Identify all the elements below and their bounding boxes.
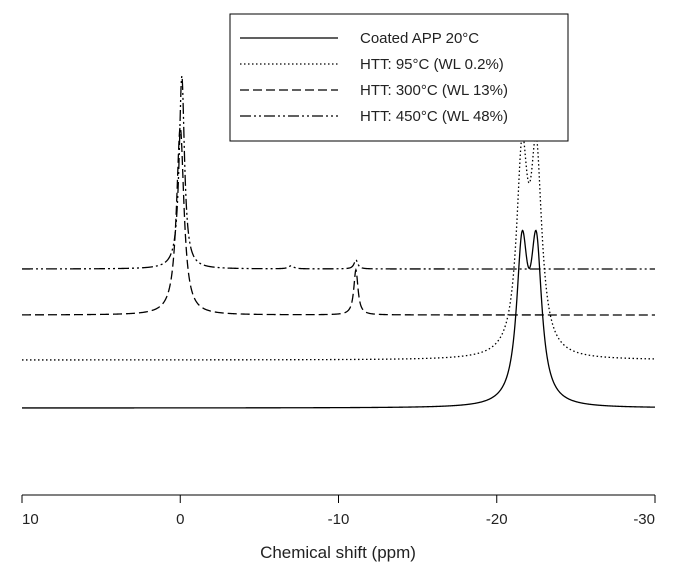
series-line-2 bbox=[22, 134, 655, 361]
legend-label: Coated APP 20°C bbox=[360, 30, 479, 47]
x-tick-label: -20 bbox=[486, 511, 508, 528]
series-line-3 bbox=[22, 124, 655, 316]
legend-item: HTT: 450°C (WL 48%) bbox=[240, 108, 508, 125]
x-tick-label: 0 bbox=[176, 511, 184, 528]
x-tick-label: -30 bbox=[633, 511, 655, 528]
legend: Coated APP 20°C HTT: 95°C (WL 0.2%) HTT: 3… bbox=[229, 13, 569, 142]
x-tick-label: 10 bbox=[22, 511, 39, 528]
legend-label: HTT: 300°C (WL 13%) bbox=[360, 82, 508, 99]
x-tick-label: -10 bbox=[328, 511, 350, 528]
legend-item: HTT: 95°C (WL 0.2%) bbox=[240, 56, 504, 73]
legend-item: HTT: 300°C (WL 13%) bbox=[240, 82, 508, 99]
legend-label: HTT: 450°C (WL 48%) bbox=[360, 108, 508, 125]
legend-label: HTT: 95°C (WL 0.2%) bbox=[360, 56, 504, 73]
legend-box bbox=[229, 13, 569, 142]
plot-lines bbox=[22, 75, 656, 409]
x-axis: 10 0 -10 -20 -30 bbox=[21, 494, 656, 528]
legend-item: Coated APP 20°C bbox=[240, 30, 479, 47]
series-line-1 bbox=[22, 229, 656, 409]
series-line-4 bbox=[22, 75, 655, 270]
x-axis-title: Chemical shift (ppm) bbox=[260, 543, 416, 562]
x-ticks: 10 0 -10 -20 -30 bbox=[21, 495, 656, 528]
legend-items: Coated APP 20°C HTT: 95°C (WL 0.2%) HTT: 3… bbox=[240, 30, 508, 125]
